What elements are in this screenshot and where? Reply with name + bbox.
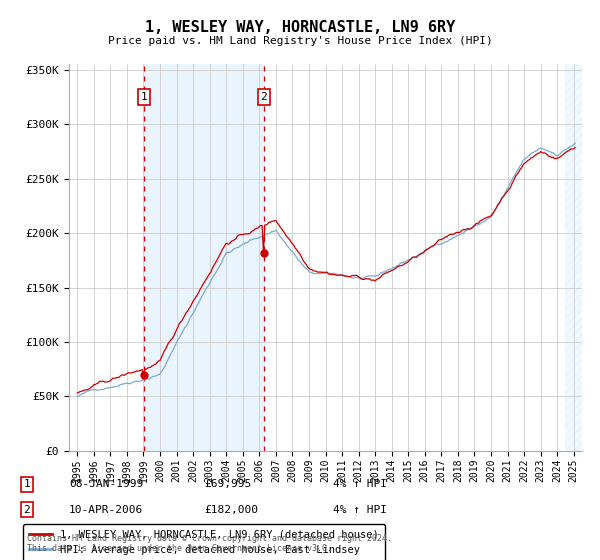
Text: 08-JAN-1999: 08-JAN-1999 — [69, 479, 143, 489]
Legend: 1, WESLEY WAY, HORNCASTLE, LN9 6RY (detached house), HPI: Average price, detache: 1, WESLEY WAY, HORNCASTLE, LN9 6RY (deta… — [23, 524, 385, 560]
Text: Price paid vs. HM Land Registry's House Price Index (HPI): Price paid vs. HM Land Registry's House … — [107, 36, 493, 46]
Text: 10-APR-2006: 10-APR-2006 — [69, 505, 143, 515]
Text: 4% ↑ HPI: 4% ↑ HPI — [333, 505, 387, 515]
Text: 1: 1 — [23, 479, 31, 489]
Text: £69,995: £69,995 — [204, 479, 251, 489]
Text: 1: 1 — [140, 92, 148, 102]
Text: 2: 2 — [260, 92, 268, 102]
Text: 4% ↑ HPI: 4% ↑ HPI — [333, 479, 387, 489]
Text: 2: 2 — [23, 505, 31, 515]
Text: £182,000: £182,000 — [204, 505, 258, 515]
Text: 1, WESLEY WAY, HORNCASTLE, LN9 6RY: 1, WESLEY WAY, HORNCASTLE, LN9 6RY — [145, 20, 455, 35]
Text: Contains HM Land Registry data © Crown copyright and database right 2024.
This d: Contains HM Land Registry data © Crown c… — [27, 534, 392, 553]
